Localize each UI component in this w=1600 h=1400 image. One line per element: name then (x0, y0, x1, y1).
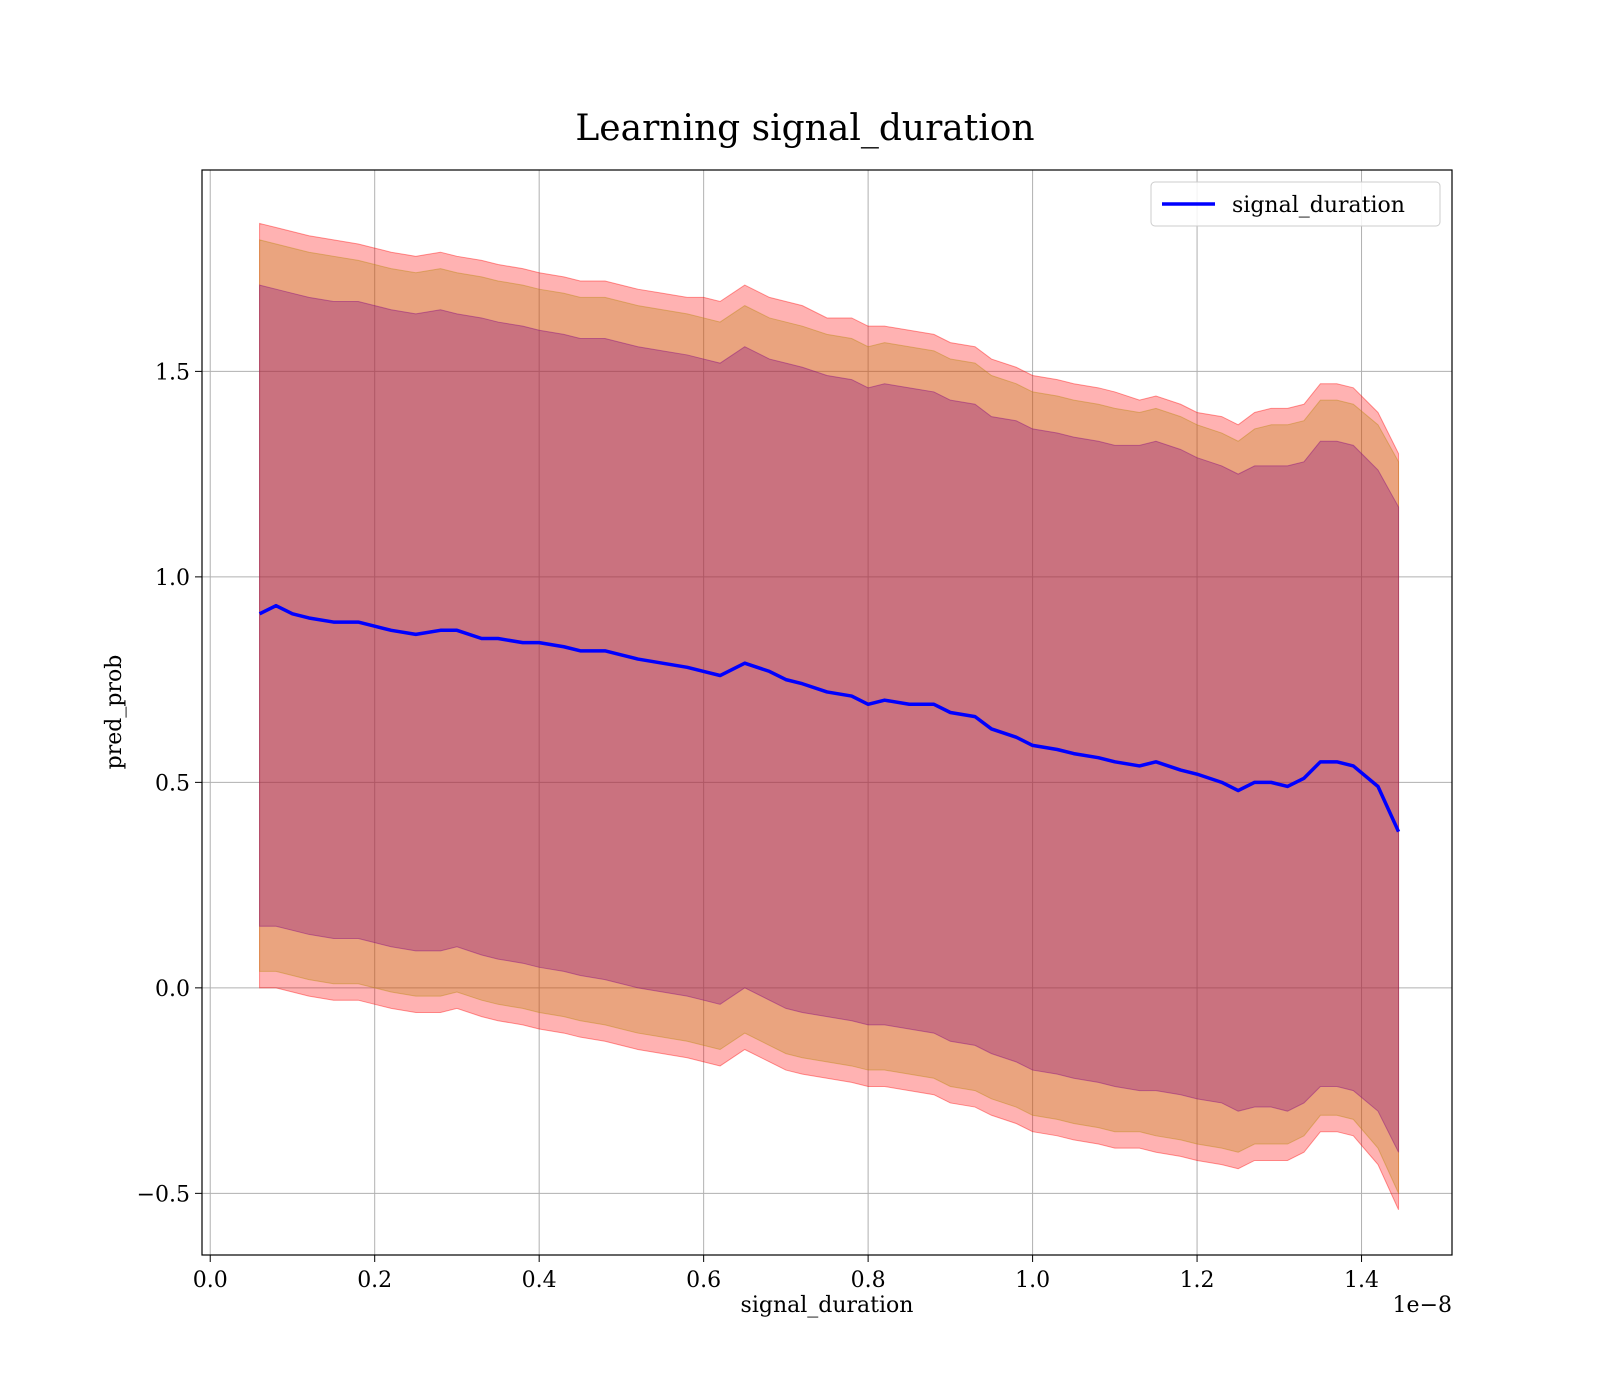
y-tick-label: 1.0 (155, 566, 190, 591)
band-inner (259, 284, 1400, 1153)
band-layer (259, 222, 1400, 1210)
legend-box (1150, 181, 1441, 227)
band-outer (259, 222, 1400, 1210)
legend-entry-label: signal_duration (1232, 193, 1405, 218)
y-tick-label: −0.5 (137, 1182, 190, 1207)
x-tick-label: 0.4 (522, 1268, 557, 1293)
x-tick-label: 1.2 (1180, 1268, 1215, 1293)
x-axis-label: signal_duration (741, 1293, 914, 1318)
x-tick-label: 0.6 (686, 1268, 721, 1293)
plot-frame (201, 169, 1453, 1256)
legend: signal_duration (1150, 181, 1441, 227)
series-line (258, 603, 1401, 833)
x-tick-label: 0.8 (851, 1268, 886, 1293)
x-axis-ticks: 0.0 0.2 0.4 0.6 0.8 1.0 1.2 1.4 (193, 1255, 1379, 1293)
y-tick-label: 0.5 (155, 771, 190, 796)
y-tick-label: 0.0 (155, 977, 190, 1002)
x-tick-label: 0.2 (357, 1268, 392, 1293)
y-axis-ticks: −0.5 0.0 0.5 1.0 1.5 (137, 360, 202, 1207)
y-axis-label: pred_prob (102, 655, 127, 770)
grid-layer (202, 170, 1452, 1255)
chart-title: Learning signal_duration (575, 108, 1034, 149)
x-axis-offset-label: 1e−8 (1393, 1293, 1452, 1318)
x-tick-label: 1.0 (1015, 1268, 1050, 1293)
line-layer (258, 603, 1401, 833)
x-tick-label: 0.0 (193, 1268, 228, 1293)
x-tick-label: 1.4 (1344, 1268, 1379, 1293)
y-tick-label: 1.5 (155, 360, 190, 385)
band-middle (259, 239, 1400, 1194)
